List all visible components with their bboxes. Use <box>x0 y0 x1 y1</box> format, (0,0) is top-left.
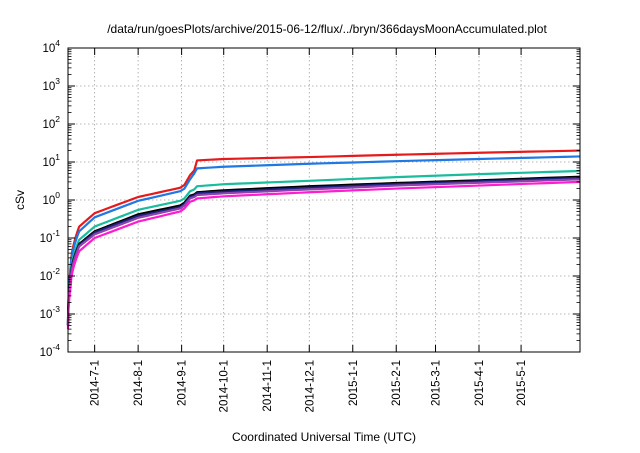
y-tick-exponent: 1 <box>55 152 60 162</box>
series-line-3 <box>66 169 581 326</box>
y-tick-label: 104 <box>42 38 60 55</box>
y-tick-exponent: -1 <box>52 228 60 238</box>
y-tick-base: 10 <box>42 43 55 55</box>
x-axis-title: Coordinated Universal Time (UTC) <box>232 430 416 444</box>
y-tick-base: 10 <box>40 309 53 321</box>
y-tick-label: 10-1 <box>40 228 61 245</box>
x-tick-label: 2015-5-1 <box>516 360 528 406</box>
y-tick-base: 10 <box>42 81 55 93</box>
x-tick-labels: 2014-7-1 2014-8-1 2014-9-1 2014-10-1 2014-11… <box>90 360 528 412</box>
x-tick-label: 2014-12-1 <box>304 360 316 412</box>
y-tick-exponent: -2 <box>52 266 60 276</box>
x-tick-label: 2014-9-1 <box>177 360 189 406</box>
x-tick-label: 2014-8-1 <box>133 360 145 406</box>
y-tick-exponent: 4 <box>55 38 60 48</box>
y-tick-exponent: -3 <box>52 304 60 314</box>
x-tick-label: 2014-11-1 <box>262 360 274 412</box>
y-tick-label: 10-3 <box>40 304 61 321</box>
chart-title: /data/run/goesPlots/archive/2015-06-12/f… <box>107 22 547 36</box>
y-tick-label: 10-4 <box>40 342 61 359</box>
y-tick-base: 10 <box>40 233 53 245</box>
series-line-7 <box>66 180 581 330</box>
x-tick-label: 2014-10-1 <box>219 360 231 412</box>
y-tick-label: 101 <box>42 152 60 169</box>
y-tick-exponent: 2 <box>55 114 60 124</box>
x-tick-label: 2014-7-1 <box>90 360 102 406</box>
y-tick-label: 100 <box>42 190 60 207</box>
y-tick-exponent: 3 <box>55 76 60 86</box>
y-tick-label: 102 <box>42 114 60 131</box>
y-tick-base: 10 <box>42 119 55 131</box>
x-tick-label: 2015-4-1 <box>474 360 486 406</box>
y-tick-exponent: -4 <box>52 342 60 352</box>
axis-ticks <box>68 47 580 353</box>
x-tick-label: 2015-2-1 <box>391 360 403 406</box>
x-tick-label: 2015-3-1 <box>431 360 443 406</box>
series-layer <box>66 149 581 330</box>
y-tick-label: 10-2 <box>40 266 61 283</box>
series-line-6 <box>66 178 581 326</box>
y-tick-base: 10 <box>40 271 53 283</box>
y-tick-label: 103 <box>42 76 60 93</box>
y-tick-base: 10 <box>42 195 55 207</box>
x-tick-label: 2015-1-1 <box>348 360 360 406</box>
y-tick-exponent: 0 <box>55 190 60 200</box>
y-tick-base: 10 <box>40 347 53 359</box>
y-tick-base: 10 <box>42 157 55 169</box>
y-axis-title: cSv <box>13 190 27 210</box>
